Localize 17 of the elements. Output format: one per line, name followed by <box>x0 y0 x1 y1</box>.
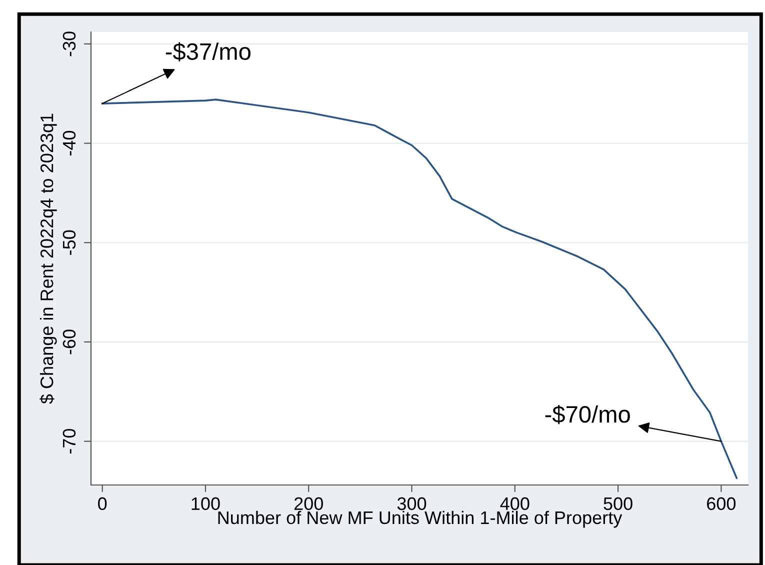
x-tick-label: 600 <box>707 497 736 510</box>
x-axis-title: Number of New MF Units Within 1-Mile of Property <box>218 510 622 528</box>
annotation: -$37/mo <box>166 42 250 62</box>
line-series <box>101 98 738 479</box>
x-tick-label: 100 <box>192 497 220 510</box>
y-tick-label: -50 <box>62 230 76 255</box>
x-tick-label: 300 <box>397 497 426 510</box>
x-tick-label: 200 <box>294 497 323 510</box>
y-tick-label: -60 <box>62 330 76 354</box>
x-tick-label: 0 <box>98 497 107 510</box>
x-tick-label: 400 <box>500 497 530 510</box>
y-tick-label: -40 <box>62 130 76 156</box>
annotation: -$70/mo <box>545 405 630 424</box>
y-tick-label: -30 <box>62 32 76 56</box>
x-tick-label: 500 <box>604 497 632 510</box>
y-tick-label: -70 <box>62 428 76 454</box>
y-axis-title: $ Change in Rent 2022q4 to 2023q1 <box>40 114 57 404</box>
